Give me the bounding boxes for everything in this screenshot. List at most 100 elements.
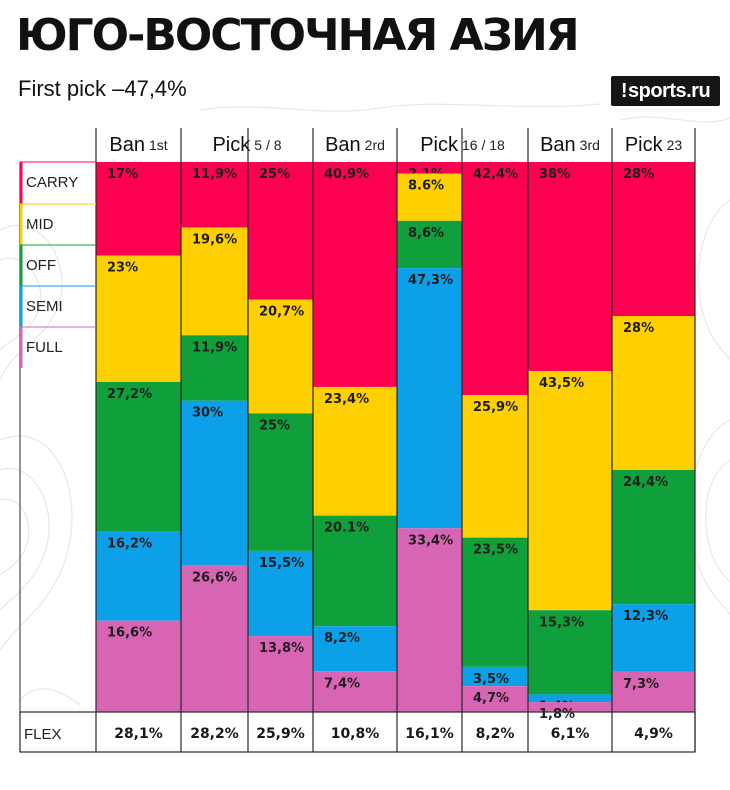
bar-segment-mid: [248, 299, 313, 414]
bar-segment-semi: [612, 604, 695, 672]
column-header: Pick 16 / 18: [397, 130, 528, 160]
bar-segment-semi: [248, 550, 313, 637]
bar-segment-semi: [181, 400, 248, 566]
segment-value-label: 15,3%: [539, 615, 584, 630]
bar-segment-carry: [397, 162, 462, 174]
bar-segment-full: [528, 702, 612, 712]
segment-value-label: 28%: [623, 321, 654, 336]
segment-value-label: 19,6%: [192, 232, 237, 247]
sports-ru-logo: ! sports.ru: [611, 76, 720, 106]
column-header-sub: 5 / 8: [254, 137, 282, 153]
segment-value-label: 16,6%: [107, 626, 152, 641]
segment-value-label: 33,4%: [408, 533, 453, 548]
column-header: Pick 23: [612, 130, 695, 160]
flex-value: 28,2%: [190, 726, 239, 742]
bar-segment-semi: [313, 626, 397, 672]
bar-segment-mid: [313, 386, 397, 516]
bar-segment-carry: [462, 162, 528, 396]
segment-value-label: 27,2%: [107, 387, 152, 402]
legend-marker-full: [20, 327, 23, 368]
bar-segment-full: [181, 565, 248, 712]
segment-value-label: 23%: [107, 261, 138, 276]
segment-value-label: 11,9%: [192, 167, 237, 182]
chart-subtitle: First pick –47,4%: [18, 76, 187, 101]
bar-segment-semi: [397, 268, 462, 529]
flex-value: 4,9%: [634, 726, 673, 742]
bar-segment-full: [612, 671, 695, 712]
bar-segment-carry: [313, 162, 397, 387]
segment-value-label: 15,5%: [259, 556, 304, 571]
column-header-sub: 16 / 18: [461, 137, 505, 153]
bar-segment-off: [462, 537, 528, 667]
segment-value-label: 8.6%: [408, 179, 444, 194]
bar-segment-carry: [96, 162, 181, 256]
bar-segment-mid: [397, 173, 462, 221]
exclamation-logo-icon: !: [620, 79, 628, 102]
flex-value: 25,9%: [256, 726, 305, 742]
flex-value: 28,1%: [114, 726, 163, 742]
segment-value-label: 3,5%: [473, 672, 509, 687]
segment-value-label: 38%: [539, 167, 570, 182]
bar-segment-carry: [248, 162, 313, 300]
flex-value: 8,2%: [475, 726, 515, 742]
chart-title: ЮГО-ВОСТОЧНАЯ АЗИЯ: [16, 10, 580, 61]
column-header: Pick 5 / 8: [181, 130, 313, 160]
segment-value-label: 47,3%: [408, 273, 453, 288]
segment-value-label: 12,3%: [623, 609, 668, 624]
flex-value: 10,8%: [330, 726, 380, 742]
column-header-sub: 1st: [148, 137, 168, 153]
bar-segment-mid: [96, 255, 181, 382]
legend-label-mid: MID: [26, 216, 54, 233]
bar-segment-full: [397, 528, 462, 712]
segment-value-label: 25,9%: [473, 400, 518, 415]
bar-segment-off: [96, 382, 181, 532]
legend-marker-mid: [20, 204, 23, 245]
column-header-main: Ban: [540, 133, 576, 156]
segment-value-label: 24,4%: [623, 475, 668, 490]
flex-row-border: [19, 711, 696, 753]
bar-segment-carry: [612, 162, 695, 316]
segment-value-label: 11,9%: [192, 340, 237, 355]
bar-segment-full: [96, 620, 181, 712]
segment-value-label: 13,8%: [259, 641, 304, 656]
column-header-main: Pick: [624, 133, 663, 156]
segment-value-label: 16,2%: [107, 537, 152, 552]
segment-value-label: 8,6%: [408, 226, 444, 241]
bar-segment-carry: [528, 162, 612, 371]
segment-value-label: 20.1%: [324, 521, 369, 536]
column-header: Ban 2rd: [313, 130, 397, 160]
column-header-main: Pick: [212, 133, 251, 156]
segment-value-label: 40,9%: [324, 167, 369, 182]
segment-value-label: 28%: [623, 167, 654, 182]
segment-value-label: 30%: [192, 406, 223, 421]
legend-label-full: FULL: [26, 339, 63, 356]
legend-label-carry: CARRY: [26, 174, 79, 191]
bar-segment-semi: [96, 531, 181, 621]
column-header: Ban 1st: [96, 130, 181, 160]
legend-label-off: OFF: [26, 257, 56, 274]
segment-value-label: 20,7%: [259, 305, 304, 320]
legend-marker-carry: [20, 162, 23, 204]
flex-value: 6,1%: [550, 726, 590, 742]
bar-segment-full: [313, 671, 397, 712]
segment-value-label: 23,4%: [324, 392, 369, 407]
bar-segment-off: [528, 610, 612, 695]
segment-value-label: 25%: [259, 167, 290, 182]
segment-value-label: 43,5%: [539, 376, 584, 391]
column-header-sub: 2rd: [364, 137, 385, 153]
bar-segment-mid: [181, 227, 248, 336]
bar-segment-off: [397, 220, 462, 269]
column-header-sub: 23: [666, 137, 683, 153]
segment-value-label: 26,6%: [192, 571, 237, 586]
legend-marker-off: [20, 245, 23, 286]
legend-marker-semi: [20, 286, 23, 327]
column-header-main: Pick: [420, 133, 458, 156]
bar-segment-mid: [462, 395, 528, 538]
segment-value-label: 7,3%: [623, 677, 659, 692]
bar-segment-off: [612, 470, 695, 605]
bar-segment-carry: [181, 162, 248, 228]
bar-segment-off: [313, 515, 397, 627]
logo-text: sports.ru: [627, 79, 711, 102]
